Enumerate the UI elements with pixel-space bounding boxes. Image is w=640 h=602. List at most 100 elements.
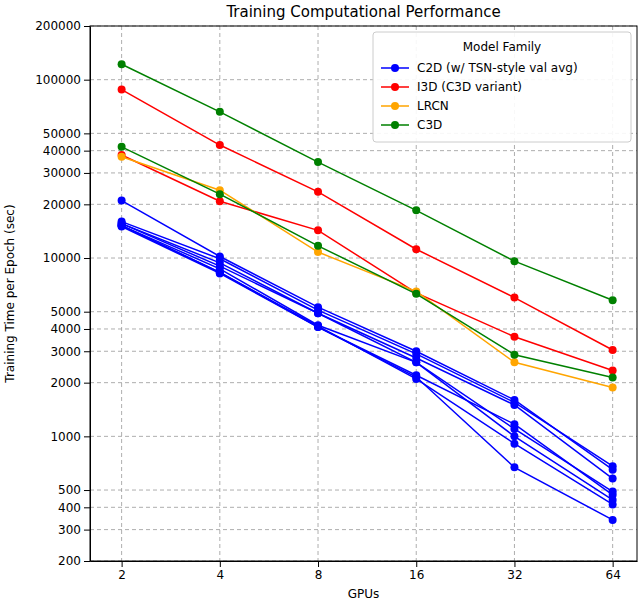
marker	[216, 269, 224, 277]
y-tick-label: 30000	[43, 166, 81, 180]
y-grid-line	[90, 311, 637, 312]
marker	[510, 257, 518, 265]
x-axis-title: GPUs	[348, 587, 380, 601]
legend-marker	[391, 102, 399, 110]
y-tick-label: 40000	[43, 144, 81, 158]
y-axis: 2003004005001000200030004000500010000200…	[35, 19, 90, 568]
marker	[510, 420, 518, 428]
x-tick-mark	[613, 561, 614, 567]
marker	[314, 323, 322, 331]
marker	[314, 309, 322, 317]
x-grid-line	[318, 26, 319, 561]
y-tick: 500	[58, 483, 90, 497]
x-tick-label: 2	[118, 568, 126, 582]
x-tick-mark	[416, 561, 417, 567]
x-tick-label: 8	[315, 568, 323, 582]
y-tick-mark	[84, 490, 90, 491]
y-tick-label: 1000	[50, 430, 81, 444]
plot-frame	[90, 26, 637, 561]
y-tick: 200000	[35, 19, 90, 33]
y-tick: 100000	[35, 73, 90, 87]
legend: Model FamilyC2D (w/ TSN-style val avg)I3…	[373, 32, 631, 142]
marker	[609, 383, 617, 391]
y-tick-mark	[84, 80, 90, 81]
marker	[412, 358, 420, 366]
y-tick-label: 400	[58, 501, 81, 515]
marker	[510, 294, 518, 302]
legend-label: LRCN	[417, 99, 449, 113]
marker	[216, 190, 224, 198]
marker	[609, 346, 617, 354]
x-tick-mark	[514, 561, 515, 567]
marker	[314, 323, 322, 331]
marker	[216, 108, 224, 116]
y-grid-line	[90, 529, 637, 530]
x-tick-label: 64	[606, 568, 621, 582]
series-line	[122, 155, 613, 370]
marker	[314, 226, 322, 234]
y-grid-line	[90, 382, 637, 383]
marker	[118, 153, 126, 161]
x-tick: 8	[315, 561, 323, 582]
y-tick-mark	[84, 26, 90, 27]
marker	[510, 333, 518, 341]
marker	[118, 143, 126, 151]
plot: 2481632642003004005001000200030004000500…	[35, 19, 637, 581]
y-axis-title: Training Time per Epoch (sec)	[3, 204, 17, 383]
y-tick-mark	[84, 530, 90, 531]
y-tick-label: 4000	[50, 322, 81, 336]
marker	[609, 500, 617, 508]
legend-label: I3D (C3D variant)	[417, 80, 522, 94]
y-tick-mark	[84, 436, 90, 437]
marker	[216, 268, 224, 276]
marker	[412, 373, 420, 381]
x-tick-mark	[122, 561, 123, 567]
x-grid-line	[219, 26, 220, 561]
y-tick: 200	[58, 554, 90, 568]
y-tick-label: 3000	[50, 345, 81, 359]
y-tick-label: 100000	[35, 73, 81, 87]
y-tick: 3000	[50, 345, 90, 359]
marker	[314, 158, 322, 166]
marker	[412, 290, 420, 298]
x-tick-label: 4	[217, 568, 225, 582]
marker	[314, 322, 322, 330]
x-tick-mark	[220, 561, 221, 567]
marker	[412, 206, 420, 214]
y-tick-label: 20000	[43, 198, 81, 212]
marker	[216, 141, 224, 149]
series-line	[122, 147, 613, 378]
legend-marker	[391, 121, 399, 129]
marker	[609, 296, 617, 304]
y-tick: 30000	[43, 166, 90, 180]
marker	[609, 462, 617, 470]
y-tick: 5000	[50, 305, 90, 319]
y-tick-mark	[84, 507, 90, 508]
marker	[118, 197, 126, 205]
legend-marker	[391, 64, 399, 72]
marker	[216, 268, 224, 276]
marker	[118, 223, 126, 231]
marker	[412, 245, 420, 253]
x-axis: 248163264	[91, 561, 638, 582]
y-tick-label: 200	[58, 554, 81, 568]
x-grid-line	[121, 26, 122, 561]
marker	[609, 516, 617, 524]
marker	[609, 367, 617, 375]
marker	[118, 86, 126, 94]
y-tick: 40000	[43, 144, 90, 158]
y-tick: 20000	[43, 198, 90, 212]
y-grid-line	[90, 507, 637, 508]
marker	[510, 440, 518, 448]
marker	[510, 351, 518, 359]
x-tick: 16	[409, 561, 424, 582]
legend-title: Model Family	[463, 40, 541, 54]
marker	[609, 373, 617, 381]
y-grid-line	[90, 258, 637, 259]
y-tick-label: 5000	[50, 305, 81, 319]
x-tick: 2	[118, 561, 126, 582]
y-tick-mark	[84, 204, 90, 205]
y-tick-label: 500	[58, 483, 81, 497]
y-tick-mark	[84, 561, 90, 562]
marker	[314, 188, 322, 196]
